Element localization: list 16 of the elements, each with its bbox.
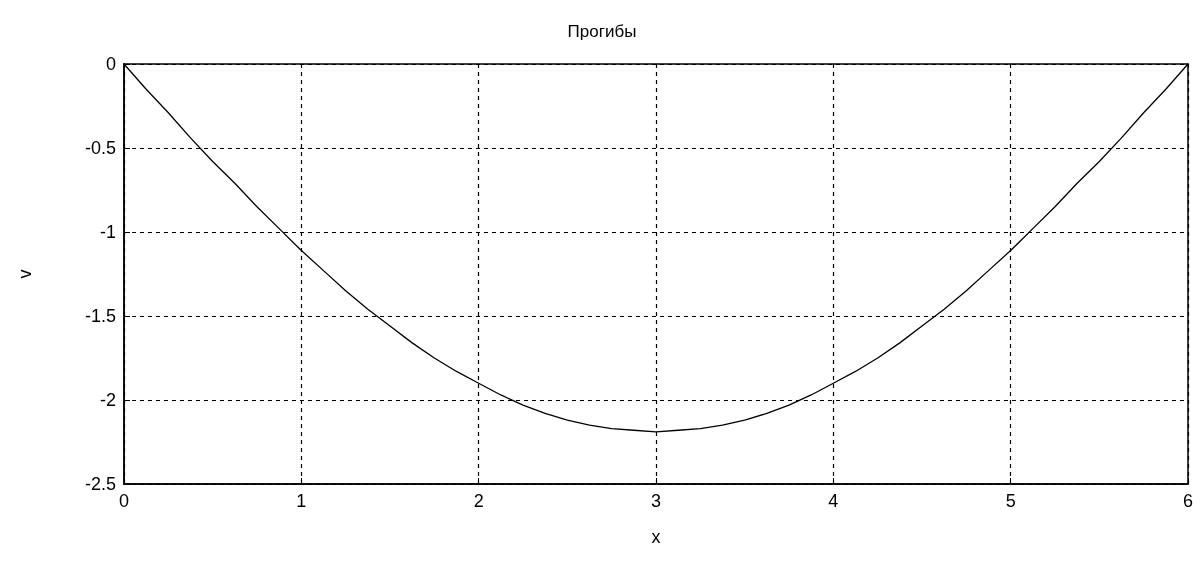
chart-title: Прогибы <box>567 22 637 41</box>
x-axis-title: x <box>651 527 661 547</box>
x-tick-label: 3 <box>650 491 662 511</box>
x-tick-label: 6 <box>1182 491 1193 511</box>
x-tick-label: 1 <box>296 491 307 511</box>
y-tick-label: -1 <box>99 222 116 242</box>
y-tick-label: -2.5 <box>84 474 116 494</box>
y-tick-label: 0 <box>105 54 116 74</box>
y-axis-title: v <box>15 269 35 279</box>
x-tick-label: 4 <box>828 491 839 511</box>
y-tick-label: -0.5 <box>84 138 116 158</box>
y-tick-label: -1.5 <box>84 306 116 326</box>
y-tick-label: -2 <box>99 390 116 410</box>
x-tick-label: 2 <box>473 491 484 511</box>
x-tick-label: 0 <box>118 491 130 511</box>
x-tick-label: 5 <box>1005 491 1016 511</box>
